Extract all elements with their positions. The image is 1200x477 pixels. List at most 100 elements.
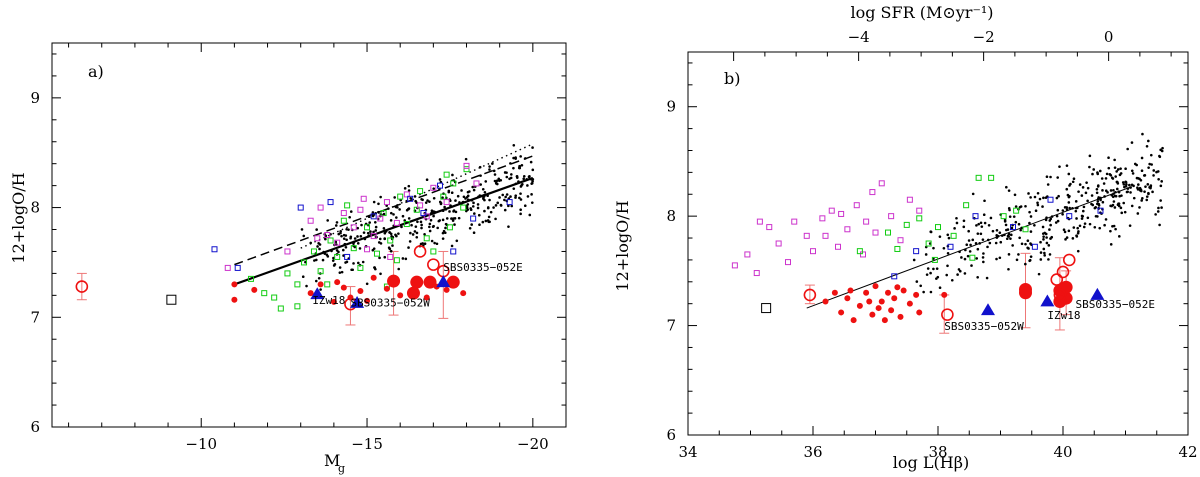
magenta-square-point: [393, 219, 400, 226]
black-point: [436, 226, 439, 230]
red-circle-point: [317, 281, 324, 288]
magenta-square-point: [803, 232, 810, 239]
black-point: [435, 242, 439, 246]
black-point: [379, 195, 382, 199]
black-point: [433, 241, 436, 245]
black-point: [1145, 195, 1149, 198]
black-point: [1072, 177, 1076, 180]
black-point: [1120, 211, 1124, 215]
red-circle-point: [340, 284, 347, 291]
magenta-square-point: [916, 207, 923, 214]
black-point: [957, 268, 961, 271]
red-large-circle-point: [446, 275, 460, 289]
black-point: [1029, 230, 1033, 233]
black-point: [316, 245, 319, 248]
magenta-square-point: [819, 215, 826, 222]
black-point: [1096, 184, 1100, 187]
black-point: [529, 177, 533, 181]
black-point: [958, 250, 961, 254]
magenta-square-point: [897, 237, 904, 244]
black-point: [338, 271, 342, 274]
black-point: [318, 243, 322, 246]
green-square-point: [403, 221, 410, 228]
black-point: [413, 195, 417, 198]
black-point: [1024, 242, 1027, 246]
panel-a: IZw18 SBS0335−052W SBS0335−052E −10 −15 −20 6…: [9, 42, 567, 475]
black-point: [519, 198, 523, 201]
black-point: [998, 231, 1002, 234]
black-point: [367, 234, 370, 238]
black-point: [994, 241, 998, 245]
fit-line-solid: [806, 186, 1132, 309]
blue-triangle-point: [310, 287, 325, 300]
red-circle-point: [891, 295, 898, 302]
y-tick-label: 6: [666, 426, 676, 444]
green-square-point: [1000, 213, 1007, 220]
black-point: [1024, 262, 1027, 266]
blue-square-point: [297, 204, 304, 211]
annotation-label: IZw18: [312, 294, 345, 307]
black-point: [526, 184, 529, 187]
black-point: [389, 219, 393, 222]
black-point: [484, 180, 488, 183]
black-point: [955, 221, 959, 225]
black-point: [1054, 221, 1058, 224]
black-point: [1096, 172, 1100, 176]
black-point: [488, 165, 491, 168]
black-point: [1019, 205, 1023, 208]
black-point: [1036, 191, 1040, 195]
black-point: [1088, 154, 1092, 158]
black-point: [912, 258, 916, 262]
black-point: [529, 160, 533, 164]
green-square-point: [925, 240, 932, 247]
black-point: [987, 223, 991, 227]
black-point: [458, 201, 461, 204]
black-point: [1000, 234, 1004, 237]
black-point: [1110, 176, 1114, 180]
black-point: [1080, 194, 1084, 197]
black-point: [969, 243, 972, 247]
blue-square-point: [1010, 224, 1016, 231]
black-point: [471, 185, 474, 189]
black-point: [1080, 217, 1084, 220]
magenta-square-point: [364, 246, 371, 253]
black-point: [1096, 215, 1099, 218]
black-point: [374, 229, 378, 232]
black-point: [456, 194, 460, 198]
black-point: [932, 246, 935, 250]
red-open-circle-point: [1053, 288, 1067, 302]
magenta-square-point: [314, 235, 321, 242]
black-point: [1074, 209, 1078, 213]
black-point: [438, 178, 442, 181]
black-point: [372, 200, 376, 204]
green-square-point: [344, 202, 351, 209]
black-point: [451, 219, 455, 222]
black-point: [1155, 170, 1158, 174]
black-point: [1020, 226, 1023, 230]
magenta-square-point: [350, 224, 357, 231]
y-tick-label: 9: [666, 98, 676, 116]
black-point: [315, 228, 318, 231]
black-point: [1151, 190, 1154, 194]
blue-square-point: [1066, 213, 1073, 220]
black-point: [1049, 217, 1053, 221]
black-point: [488, 168, 491, 171]
black-point: [508, 177, 511, 181]
black-point: [452, 210, 455, 213]
black-point: [430, 209, 434, 212]
black-point: [408, 240, 412, 243]
black-point: [1115, 180, 1119, 184]
black-point: [1126, 147, 1129, 151]
black-point: [936, 275, 940, 279]
blue-square-point: [450, 248, 457, 255]
panel-a-xlabel: M: [324, 451, 340, 470]
black-point: [1159, 184, 1163, 188]
magenta-square-point: [822, 232, 829, 239]
black-point: [1029, 255, 1033, 258]
black-point: [965, 243, 969, 247]
black-point: [1081, 214, 1085, 218]
black-point: [428, 225, 431, 229]
black-point: [1082, 205, 1086, 209]
black-point: [926, 267, 930, 270]
